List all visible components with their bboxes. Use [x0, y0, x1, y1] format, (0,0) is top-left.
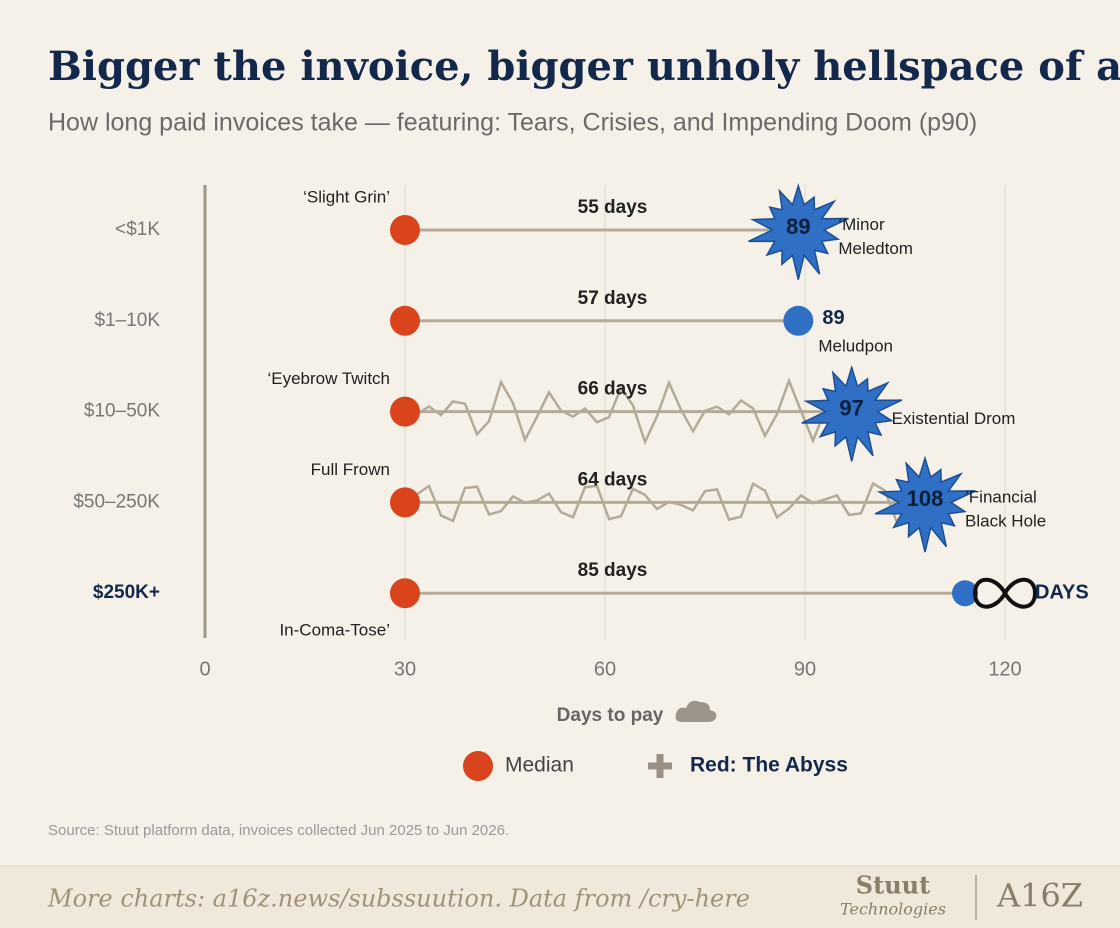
title: Bigger the invoice, bigger unholy hellsp…: [48, 43, 1120, 90]
end-note: ’Financial Black Hole: [965, 488, 1046, 531]
footer-text: More charts: a16z.news/subssuution. Data…: [47, 885, 750, 913]
x-tick-label: 0: [199, 658, 210, 680]
y-tick-label: $50–250K: [73, 491, 160, 512]
p90-value: 108: [907, 486, 944, 511]
end-note: ‘Minor Meledtom: [838, 215, 913, 258]
y-tick-label: <$1K: [115, 219, 160, 240]
p90-star: [801, 364, 903, 462]
p90-star: [874, 455, 976, 553]
infinity-label: DAYS: [1035, 581, 1089, 603]
median-dot: [390, 487, 420, 518]
brand-sub: Technologies: [840, 900, 946, 919]
y-tick-label: $1–10K: [94, 310, 160, 331]
end-note: Existential Drom: [892, 409, 1016, 428]
start-note: ‘Eyebrow Twitch: [267, 369, 390, 388]
legend-swatch: [463, 751, 493, 781]
y-tick-label: $10–50K: [84, 401, 160, 422]
x-tick-label: 120: [988, 658, 1021, 680]
p90-value: 97: [839, 395, 863, 420]
median-label: 85 days: [578, 560, 648, 581]
p90-value: 89: [822, 307, 844, 329]
subtitle: How long paid invoices take — featuring:…: [48, 109, 977, 137]
legend-swatch: [648, 754, 672, 778]
p90-star: [748, 183, 849, 280]
cloud-icon: [675, 700, 717, 722]
median-label: 66 days: [578, 379, 648, 400]
jitter-line: [404, 377, 827, 446]
x-tick-label: 30: [394, 658, 416, 680]
infinity-sign: [972, 577, 1038, 609]
p90-dot: [952, 580, 978, 607]
legend-label: Median: [505, 754, 574, 777]
median-dot: [390, 396, 420, 427]
logo: A16Z: [996, 877, 1083, 915]
x-axis-label: Days to pay: [557, 705, 664, 726]
legend-label: Red: The Abyss: [690, 754, 848, 777]
brand: Stuut: [856, 871, 930, 900]
footer-band: [0, 866, 1120, 928]
median-label: 55 days: [578, 197, 648, 218]
median-dot: [390, 578, 420, 609]
median-label: 57 days: [578, 288, 648, 309]
start-note: Full Frown: [311, 460, 390, 479]
source: Source: Stuut platform data, invoices co…: [48, 822, 509, 839]
p90-dot: [783, 305, 814, 336]
x-tick-label: 90: [794, 658, 816, 680]
median-dot: [390, 215, 420, 245]
end-note: Meludpon: [818, 336, 893, 355]
start-note: ‘Slight Grin’: [303, 187, 390, 206]
jitter-line: [404, 481, 899, 524]
p90-value: 89: [786, 214, 810, 239]
start-note: In-Coma-Tose’: [279, 621, 390, 640]
median-dot: [390, 305, 420, 336]
y-tick-label: $250K+: [93, 582, 160, 603]
median-label: 64 days: [578, 469, 648, 490]
x-tick-label: 60: [594, 658, 616, 680]
